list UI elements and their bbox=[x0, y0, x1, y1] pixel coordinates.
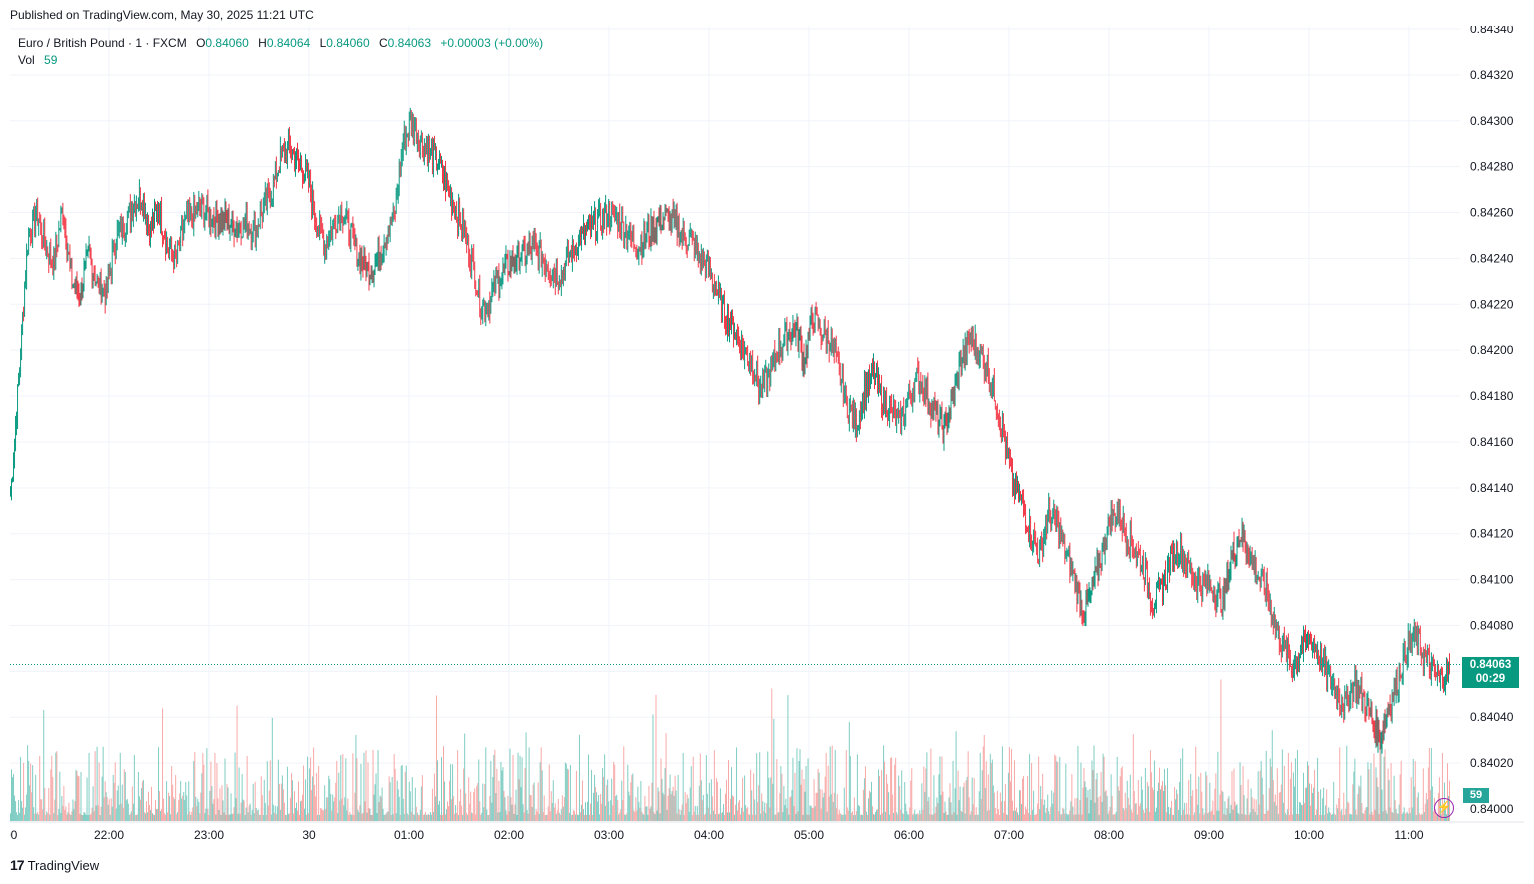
y-tick-label: 0.84300 bbox=[1470, 114, 1514, 128]
x-tick-label: 05:00 bbox=[794, 828, 824, 842]
y-tick-label: 0.84280 bbox=[1470, 160, 1514, 174]
chart-svg[interactable]: 0.84000 0.84020 0.84040 0.84060 0.84080 0.841… bbox=[10, 26, 1524, 850]
x-tick-label: 04:00 bbox=[694, 828, 724, 842]
chart-area[interactable]: 0.84000 0.84020 0.84040 0.84060 0.84080 0.841… bbox=[10, 26, 1524, 850]
y-tick-label: 0.84100 bbox=[1470, 573, 1514, 587]
y-tick-label: 0.84340 bbox=[1470, 26, 1514, 36]
legend-volume-row: Vol 59 bbox=[18, 52, 543, 69]
y-tick-label: 0.84200 bbox=[1470, 343, 1514, 357]
low-value: 0.84060 bbox=[326, 36, 370, 50]
volume-tag: 59 bbox=[1463, 788, 1489, 803]
y-tick-label: 0.84240 bbox=[1470, 251, 1514, 265]
x-tick-label: 23:00 bbox=[194, 828, 224, 842]
x-tick-label: 09:00 bbox=[1194, 828, 1224, 842]
x-tick-label: 06:00 bbox=[894, 828, 924, 842]
y-tick-label: 0.84080 bbox=[1470, 618, 1514, 632]
chart-legend: Euro / British Pound · 1 · FXCM O0.84060… bbox=[18, 35, 543, 69]
y-tick-label: 0.84320 bbox=[1470, 68, 1514, 82]
x-tick-label: 02:00 bbox=[494, 828, 524, 842]
y-tick-label: 0.84020 bbox=[1470, 756, 1514, 770]
last-price-value: 0.84063 bbox=[1469, 659, 1512, 671]
y-tick-label: 0.84160 bbox=[1470, 435, 1514, 449]
last-price-tag: 0.84063 00:29 bbox=[1462, 657, 1519, 688]
volume-value: 59 bbox=[44, 53, 58, 67]
lightning-icon[interactable]: ⚡ bbox=[1434, 798, 1454, 818]
x-tick-label: 30 bbox=[302, 828, 316, 842]
x-tick-label: 07:00 bbox=[994, 828, 1024, 842]
close-value: 0.84063 bbox=[387, 36, 432, 50]
low-label: L bbox=[319, 36, 327, 50]
y-tick-label: 0.84140 bbox=[1470, 481, 1514, 495]
x-tick-label: 03:00 bbox=[594, 828, 624, 842]
symbol-name[interactable]: Euro / British Pound · 1 · FXCM bbox=[18, 36, 187, 50]
bar-countdown: 00:29 bbox=[1475, 673, 1506, 685]
high-value: 0.84064 bbox=[266, 36, 311, 50]
y-tick-label: 0.84220 bbox=[1470, 297, 1514, 311]
x-tick-label: 01:00 bbox=[394, 828, 424, 842]
y-tick-label: 0.84260 bbox=[1470, 206, 1514, 220]
tradingview-logo-icon: 17 bbox=[10, 857, 25, 873]
x-tick-label: 11:00 bbox=[1394, 828, 1423, 842]
open-label: O bbox=[196, 36, 206, 50]
volume-label[interactable]: Vol bbox=[18, 53, 35, 67]
footer-brand[interactable]: 17 TradingView bbox=[10, 857, 99, 873]
published-header: Published on TradingView.com, May 30, 20… bbox=[10, 8, 314, 22]
change-value: +0.00003 (+0.00%) bbox=[440, 36, 544, 50]
y-tick-label: 0.84180 bbox=[1470, 389, 1514, 403]
y-tick-label: 0.84040 bbox=[1470, 710, 1514, 724]
x-tick-label: :00 bbox=[10, 828, 18, 842]
brand-name: TradingView bbox=[27, 857, 100, 873]
open-value: 0.84060 bbox=[205, 36, 249, 50]
x-tick-label: 08:00 bbox=[1094, 828, 1124, 842]
x-tick-label: 22:00 bbox=[94, 828, 124, 842]
close-label: C bbox=[378, 36, 388, 50]
y-tick-label: 0.84000 bbox=[1470, 802, 1514, 816]
high-label: H bbox=[258, 36, 267, 50]
y-tick-label: 0.84120 bbox=[1470, 527, 1514, 541]
legend-ohlc-row: Euro / British Pound · 1 · FXCM O0.84060… bbox=[18, 35, 543, 52]
x-tick-label: 10:00 bbox=[1294, 828, 1324, 842]
